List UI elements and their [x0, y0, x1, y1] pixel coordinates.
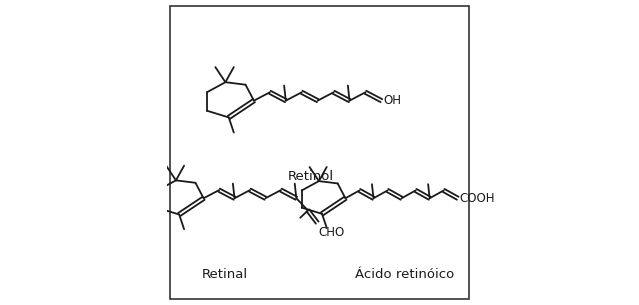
Text: Retinol: Retinol: [288, 170, 334, 183]
Text: OH: OH: [383, 94, 401, 107]
Text: Ácido retinóico: Ácido retinóico: [355, 268, 454, 281]
Text: CHO: CHO: [319, 226, 345, 239]
Text: Retinal: Retinal: [202, 268, 248, 281]
Text: COOH: COOH: [459, 192, 495, 205]
